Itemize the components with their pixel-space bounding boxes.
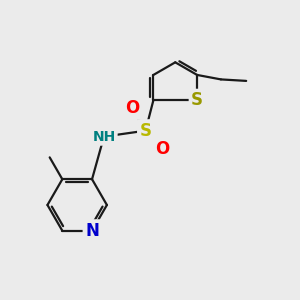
Text: O: O: [125, 99, 139, 117]
Text: S: S: [191, 91, 203, 109]
Text: NH: NH: [92, 130, 116, 144]
Text: N: N: [85, 222, 99, 240]
Text: S: S: [140, 122, 152, 140]
Text: O: O: [155, 140, 169, 158]
